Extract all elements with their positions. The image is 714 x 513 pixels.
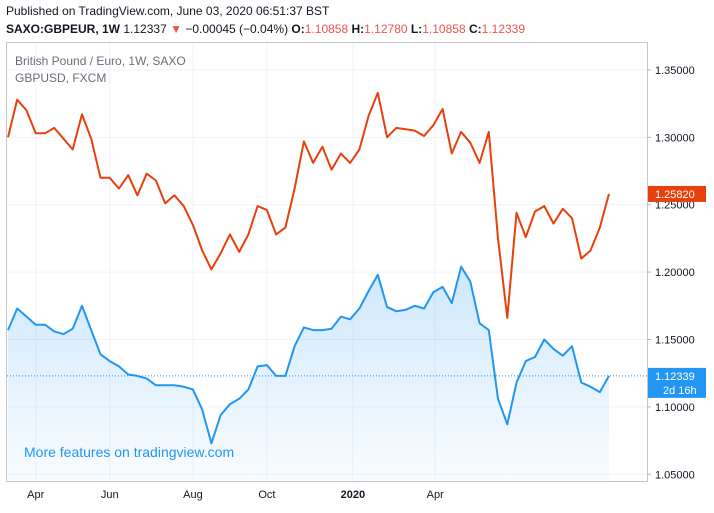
low-value: 1.10858 — [422, 22, 466, 36]
symbol-title: SAXO:GBPEUR, 1W — [6, 22, 121, 36]
open-value: 1.10858 — [304, 22, 349, 36]
x-tick-label: Apr — [427, 489, 444, 501]
high-value: 1.12780 — [364, 22, 408, 36]
gbpeur-series-line — [7, 265, 610, 445]
y-tick-label: 1.25000 — [655, 200, 695, 212]
x-tick-label: Aug — [183, 489, 203, 501]
y-tick-label: 1.30000 — [655, 132, 695, 144]
gbpeur-last-value: 1.12339 — [655, 371, 695, 383]
gbpusd-last-value: 1.25820 — [655, 189, 695, 201]
y-tick-label: 1.05000 — [655, 469, 695, 481]
quote-header: SAXO:GBPEUR, 1W 1.12337 ▼ −0.00045 (−0.0… — [6, 22, 525, 36]
x-tick-label: 2020 — [341, 489, 365, 501]
gbpusd-last-badge — [648, 185, 706, 202]
close-label: C: — [468, 22, 482, 36]
gbpeur-area-fill — [8, 266, 609, 481]
promo-link[interactable]: More features on tradingview.com — [24, 444, 235, 460]
y-tick-label: 1.35000 — [655, 65, 695, 77]
change-value: −0.00045 (−0.04%) — [185, 22, 289, 36]
last-price: 1.12337 — [123, 22, 167, 36]
gbpusd-series-line — [7, 91, 610, 319]
y-tick-label: 1.10000 — [655, 402, 695, 414]
close-value: 1.12339 — [481, 22, 526, 36]
main-series-legend: British Pound / Euro, 1W, SAXO — [15, 54, 186, 68]
low-label: L: — [410, 22, 423, 36]
bar-countdown: 2d 16h — [663, 385, 697, 397]
y-tick-label: 1.15000 — [655, 334, 695, 346]
published-caption: Published on TradingView.com, June 03, 2… — [6, 4, 330, 18]
change-arrow-icon: ▼ — [170, 22, 182, 36]
high-label: H: — [351, 22, 365, 36]
y-tick-label: 1.20000 — [655, 267, 695, 279]
x-tick-label: Oct — [258, 489, 275, 501]
open-label: O: — [291, 22, 305, 36]
compare-series-legend: GBPUSD, FXCM — [15, 71, 107, 85]
x-tick-label: Apr — [27, 489, 44, 501]
plot-frame — [6, 42, 648, 482]
x-tick-label: Jun — [101, 489, 119, 501]
gbpeur-last-badge — [648, 367, 706, 398]
